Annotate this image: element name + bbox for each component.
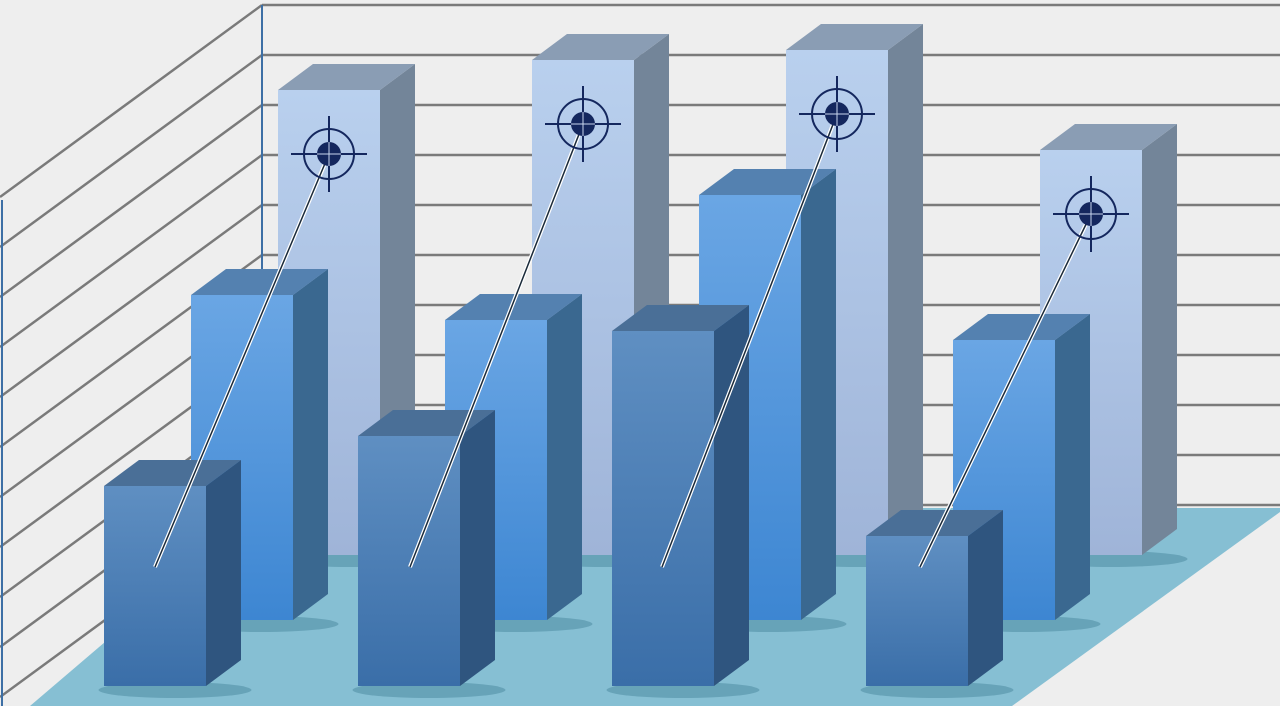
bar-side-face [888, 24, 923, 555]
bar-side-face [1055, 314, 1090, 620]
bar-top-face [191, 269, 328, 295]
bar-front-face [866, 536, 968, 686]
pointer-line [661, 113, 838, 568]
pointer-line [919, 213, 1092, 568]
bar-side-face [293, 269, 328, 620]
bar-top-face [699, 169, 836, 195]
bar-front-face [104, 486, 206, 686]
bar-side-face [801, 169, 836, 620]
bar-top-face [278, 64, 415, 90]
bar-top-face [866, 510, 1003, 536]
bar-top-face [786, 24, 923, 50]
side-wall-gridline [0, 103, 263, 299]
side-wall-gridline [0, 203, 263, 399]
bar-side-face [206, 460, 241, 686]
bar-front-face [612, 331, 714, 686]
pointer-line [154, 153, 330, 568]
bar-side-face [1142, 124, 1177, 555]
bar-top-face [612, 305, 749, 331]
bar-top-face [532, 34, 669, 60]
pointer-line [409, 123, 584, 568]
bar-side-face [460, 410, 495, 686]
bar-side-face [968, 510, 1003, 686]
side-wall-gridline [0, 53, 263, 249]
bar-top-face [358, 410, 495, 436]
side-wall-gridline [0, 3, 263, 199]
bar-side-face [547, 294, 582, 620]
bar-top-face [953, 314, 1090, 340]
bar-top-face [104, 460, 241, 486]
side-wall-gridline [0, 153, 263, 349]
bar-side-face [714, 305, 749, 686]
bar-top-face [1040, 124, 1177, 150]
